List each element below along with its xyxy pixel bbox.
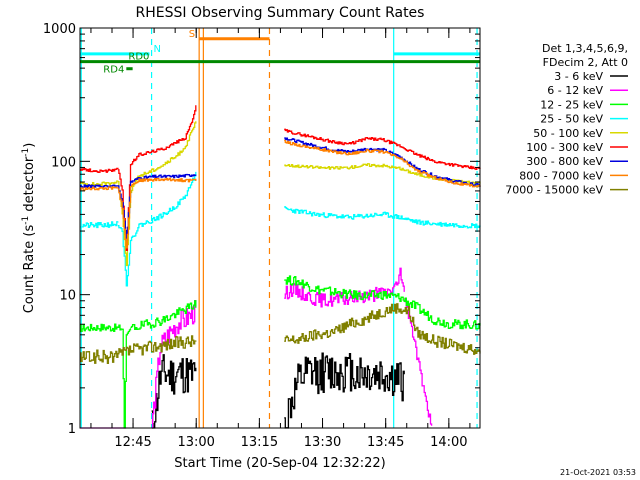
legend-header-line2: FDecim 2, Att 0	[543, 56, 628, 69]
legend-label-3: 25 - 50 keV	[540, 113, 603, 126]
series-line-5-seg-1	[117, 105, 197, 251]
legend: Det 1,3,4,5,6,9, FDecim 2, Att 0 3 - 6 k…	[505, 42, 628, 197]
y-tick-label-0: 1	[68, 422, 76, 437]
y-axis-label: Count Rate (s-1 detector-1)	[21, 143, 37, 314]
series-lines	[80, 105, 481, 429]
series-line-2-seg-2	[130, 300, 197, 331]
series-line-5-seg-0	[80, 167, 119, 173]
series-line-3-seg-2	[284, 206, 481, 229]
x-tick-label-0: 12:45	[114, 435, 151, 450]
series-line-8-seg-2	[284, 303, 481, 355]
series-line-2-seg-1	[122, 328, 132, 429]
flag-label-4: RD4	[103, 65, 124, 76]
series-line-6-seg-1	[117, 173, 197, 241]
series-line-7-seg-1	[117, 177, 197, 249]
series-line-7-seg-2	[284, 139, 481, 188]
series-line-1-seg-1	[151, 299, 197, 429]
series-line-1-seg-3	[404, 297, 433, 426]
series-line-3-seg-1	[117, 171, 197, 287]
chart-title: RHESSI Observing Summary Count Rates	[136, 5, 425, 21]
flag-label-2: S	[189, 29, 195, 40]
vertical-markers	[80, 28, 478, 428]
series-line-0-seg-1	[284, 352, 405, 429]
series-line-7-seg-0	[80, 186, 119, 191]
legend-label-1: 6 - 12 keV	[547, 84, 603, 97]
series-line-5-seg-2	[284, 128, 481, 170]
flag-bars: N S RD0 RD4	[80, 29, 480, 76]
series-line-2-seg-3	[284, 275, 481, 330]
y-tick-label-2: 100	[51, 155, 76, 170]
flag-label-3: RD0	[128, 52, 149, 63]
series-line-8-seg-1	[117, 335, 197, 356]
series-line-4-seg-0	[80, 180, 119, 187]
x-tick-label-3: 13:30	[304, 435, 341, 450]
series-line-1-seg-2	[284, 267, 405, 308]
legend-label-6: 300 - 800 keV	[526, 155, 603, 168]
axes: 1 10 100 1000 12:45 13:00 13:15 13:30 13:45 14:00	[43, 22, 480, 450]
x-tick-label-5: 14:00	[430, 435, 467, 450]
legend-label-2: 12 - 25 keV	[540, 98, 603, 111]
series-line-2-seg-0	[80, 323, 123, 333]
legend-header-line1: Det 1,3,4,5,6,9,	[542, 42, 628, 55]
y-tick-label-3: 1000	[43, 22, 76, 37]
y-tick-label-1: 10	[59, 289, 76, 304]
x-axis-label: Start Time (20-Sep-04 12:32:22)	[174, 456, 385, 471]
flag-label-0: N	[153, 44, 160, 55]
legend-label-8: 7000 - 15000 keV	[505, 184, 603, 197]
series-line-3-seg-0	[80, 221, 119, 229]
legend-label-0: 3 - 6 keV	[554, 70, 603, 83]
legend-label-4: 50 - 100 keV	[533, 127, 603, 140]
x-tick-label-4: 13:45	[367, 435, 404, 450]
timestamp: 21-Oct-2021 03:53	[560, 468, 636, 477]
x-tick-label-2: 13:15	[241, 435, 278, 450]
x-tick-label-1: 13:00	[177, 435, 214, 450]
legend-label-7: 800 - 7000 keV	[519, 169, 603, 182]
series-line-0-seg-0	[151, 354, 197, 429]
series-line-8-seg-0	[80, 349, 119, 364]
legend-label-5: 100 - 300 keV	[526, 141, 603, 154]
series-line-6-seg-0	[80, 184, 119, 189]
